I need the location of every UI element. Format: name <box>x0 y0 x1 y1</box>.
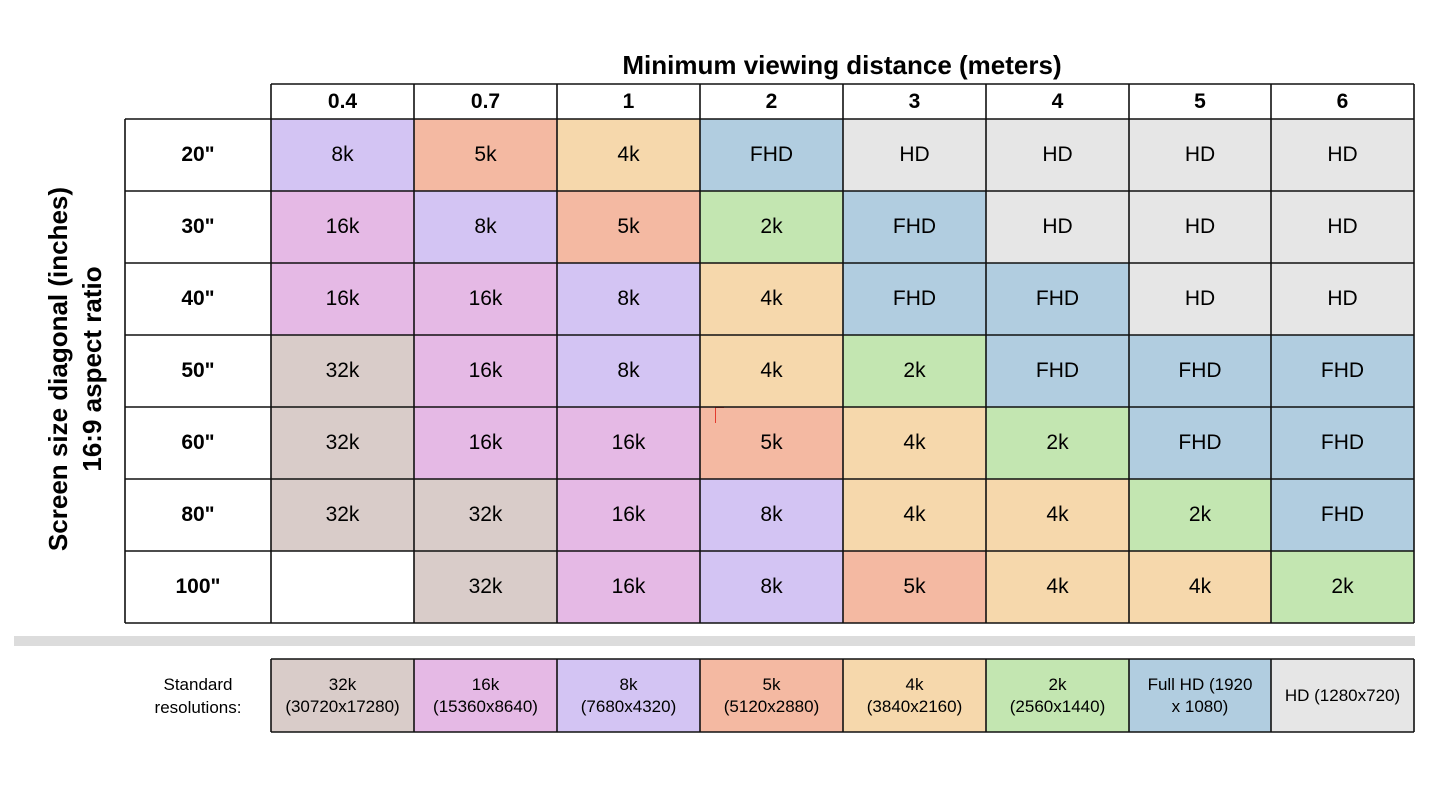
table-cell: FHD <box>986 335 1129 407</box>
column-header: 2 <box>765 89 778 113</box>
table-cell: HD <box>1129 263 1271 335</box>
table-cell: 4k <box>843 479 986 551</box>
legend-label: 2k (2560x1440) <box>1009 674 1106 716</box>
table-cell: 2k <box>1271 551 1414 623</box>
table-cell: 5k <box>843 551 986 623</box>
table-cell: 8k <box>414 191 557 263</box>
table-cell: 5k <box>414 119 557 191</box>
table-cell: 8k <box>557 263 700 335</box>
table-cell: 2k <box>700 191 843 263</box>
y-axis-title-line1: Screen size diagonal (inches) <box>43 186 73 552</box>
table-cell: FHD <box>1271 335 1414 407</box>
column-header: 5 <box>1194 89 1206 113</box>
table-cell: HD <box>986 119 1129 191</box>
table-cell: 16k <box>414 335 557 407</box>
legend-swatch: Full HD (1920 x 1080) <box>1129 659 1271 732</box>
table-cell: 16k <box>557 551 700 623</box>
legend-swatch: 2k (2560x1440) <box>986 659 1129 732</box>
column-header: 0.7 <box>470 89 501 113</box>
legend-swatch: 32k (30720x17280) <box>271 659 414 732</box>
column-header: 3 <box>908 89 921 113</box>
table-cell: HD <box>1129 191 1271 263</box>
table-cell: 4k <box>700 263 843 335</box>
legend-label: Full HD (1920 x 1080) <box>1147 674 1253 716</box>
table-cell: 4k <box>986 551 1129 623</box>
table-cell: 4k <box>986 479 1129 551</box>
table-cell: 2k <box>843 335 986 407</box>
table-cell: 16k <box>414 263 557 335</box>
legend-title: Standard resolutions: <box>126 660 270 732</box>
y-axis-title: Screen size diagonal (inches) 16:9 aspec… <box>40 162 110 576</box>
table-cell: 32k <box>271 479 414 551</box>
table-cell: 8k <box>557 335 700 407</box>
table-cell: 8k <box>700 551 843 623</box>
table-cell: 32k <box>414 479 557 551</box>
legend-swatch: 8k (7680x4320) <box>557 659 700 732</box>
table-cell: HD <box>986 191 1129 263</box>
legend-label: 8k (7680x4320) <box>580 674 677 716</box>
table-cell: 16k <box>557 407 700 479</box>
legend-label: HD (1280x720) <box>1284 685 1401 705</box>
table-cell: HD <box>1129 119 1271 191</box>
table-cell: HD <box>1271 263 1414 335</box>
table-cell: 8k <box>700 479 843 551</box>
table-cell: 16k <box>271 191 414 263</box>
column-header: 6 <box>1336 89 1349 113</box>
table-cell: 16k <box>557 479 700 551</box>
row-header: 80" <box>181 503 215 526</box>
table-cell: 5k <box>700 407 843 479</box>
table-cell: 32k <box>271 407 414 479</box>
table-cell: 4k <box>557 119 700 191</box>
legend-label: 4k (3840x2160) <box>866 674 963 716</box>
table-cell: FHD <box>1271 407 1414 479</box>
legend-swatch: 5k (5120x2880) <box>700 659 843 732</box>
column-header: 0.4 <box>327 89 358 113</box>
table-cell: FHD <box>843 191 986 263</box>
table-cell: FHD <box>1129 407 1271 479</box>
table-cell: FHD <box>1271 479 1414 551</box>
legend-swatch: 4k (3840x2160) <box>843 659 986 732</box>
table-cell: 32k <box>414 551 557 623</box>
table-cell: FHD <box>700 119 843 191</box>
table-cell: HD <box>843 119 986 191</box>
column-header: 1 <box>622 89 635 113</box>
legend-label: 5k (5120x2880) <box>723 674 820 716</box>
column-header: 4 <box>1051 89 1064 113</box>
table-cell: HD <box>1271 119 1414 191</box>
table-cell: 4k <box>1129 551 1271 623</box>
row-header: 30" <box>181 215 215 238</box>
legend-swatch: 16k (15360x8640) <box>414 659 557 732</box>
legend-label: 32k (30720x17280) <box>285 674 400 716</box>
row-header: 60" <box>181 431 215 454</box>
cell-cursor-marker <box>715 407 724 423</box>
table-cell: 16k <box>414 407 557 479</box>
chart-title: Minimum viewing distance (meters) <box>622 50 1062 80</box>
legend-title-text: Standard resolutions: <box>154 675 242 717</box>
table-cell: HD <box>1271 191 1414 263</box>
table-cell: 4k <box>843 407 986 479</box>
table-cell: 2k <box>986 407 1129 479</box>
y-axis-title-line2: 16:9 aspect ratio <box>77 266 107 472</box>
legend-swatch: HD (1280x720) <box>1271 659 1414 732</box>
row-header: 40" <box>181 287 215 310</box>
table-cell: 8k <box>271 119 414 191</box>
table-cell: FHD <box>986 263 1129 335</box>
table-cell: 5k <box>557 191 700 263</box>
table-cell: 16k <box>271 263 414 335</box>
table-cell <box>271 551 414 623</box>
row-header: 20" <box>181 143 215 166</box>
table-cell: 2k <box>1129 479 1271 551</box>
table-cell: 32k <box>271 335 414 407</box>
separator-bar <box>14 636 1415 646</box>
row-header: 50" <box>181 359 215 382</box>
table-cell: 4k <box>700 335 843 407</box>
legend-label: 16k (15360x8640) <box>433 674 538 716</box>
table-cell: FHD <box>843 263 986 335</box>
table-cell: FHD <box>1129 335 1271 407</box>
row-header: 100" <box>175 575 221 598</box>
